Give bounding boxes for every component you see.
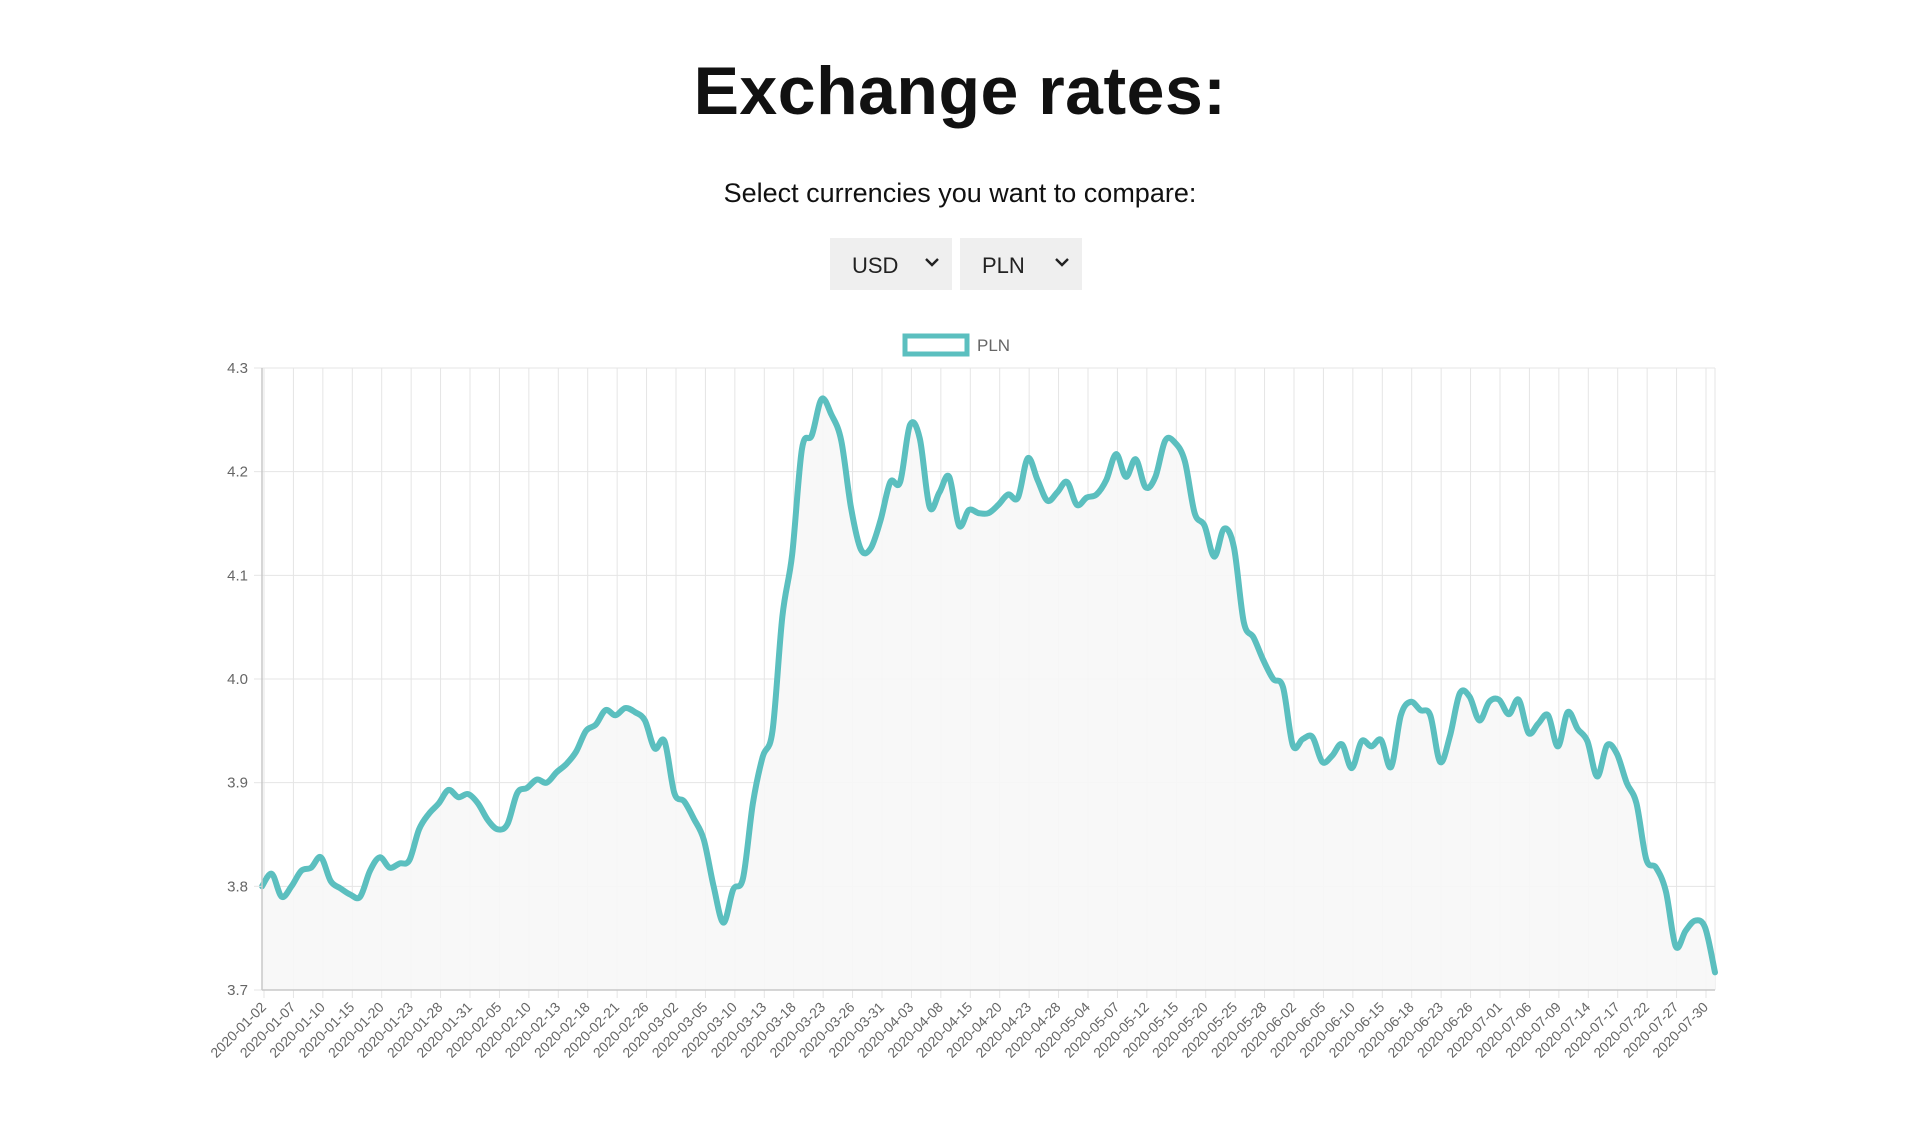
chevron-down-icon [925, 258, 939, 267]
y-tick-label: 3.7 [227, 982, 248, 999]
chevron-down-icon [1055, 258, 1069, 267]
quote-currency-value: PLN [982, 253, 1025, 278]
y-tick-label: 3.9 [227, 775, 248, 792]
series-line-pln [259, 395, 1718, 976]
legend-swatch [902, 333, 970, 357]
series-area-fill [262, 398, 1715, 990]
base-currency-value: USD [852, 253, 899, 278]
chart-legend[interactable]: PLN [902, 333, 1010, 357]
page-title: Exchange rates: [693, 53, 1227, 129]
y-tick-label: 4.0 [227, 671, 248, 688]
y-tick-label: 4.2 [227, 464, 248, 481]
y-tick-label: 4.1 [227, 567, 248, 584]
quote-currency-select[interactable]: PLN [960, 238, 1082, 290]
subtitle: Select currencies you want to compare: [723, 178, 1197, 208]
y-tick-label: 3.8 [227, 878, 248, 895]
legend-label: PLN [977, 336, 1010, 355]
y-tick-label: 4.3 [227, 360, 248, 377]
base-currency-select[interactable]: USD [830, 238, 952, 290]
